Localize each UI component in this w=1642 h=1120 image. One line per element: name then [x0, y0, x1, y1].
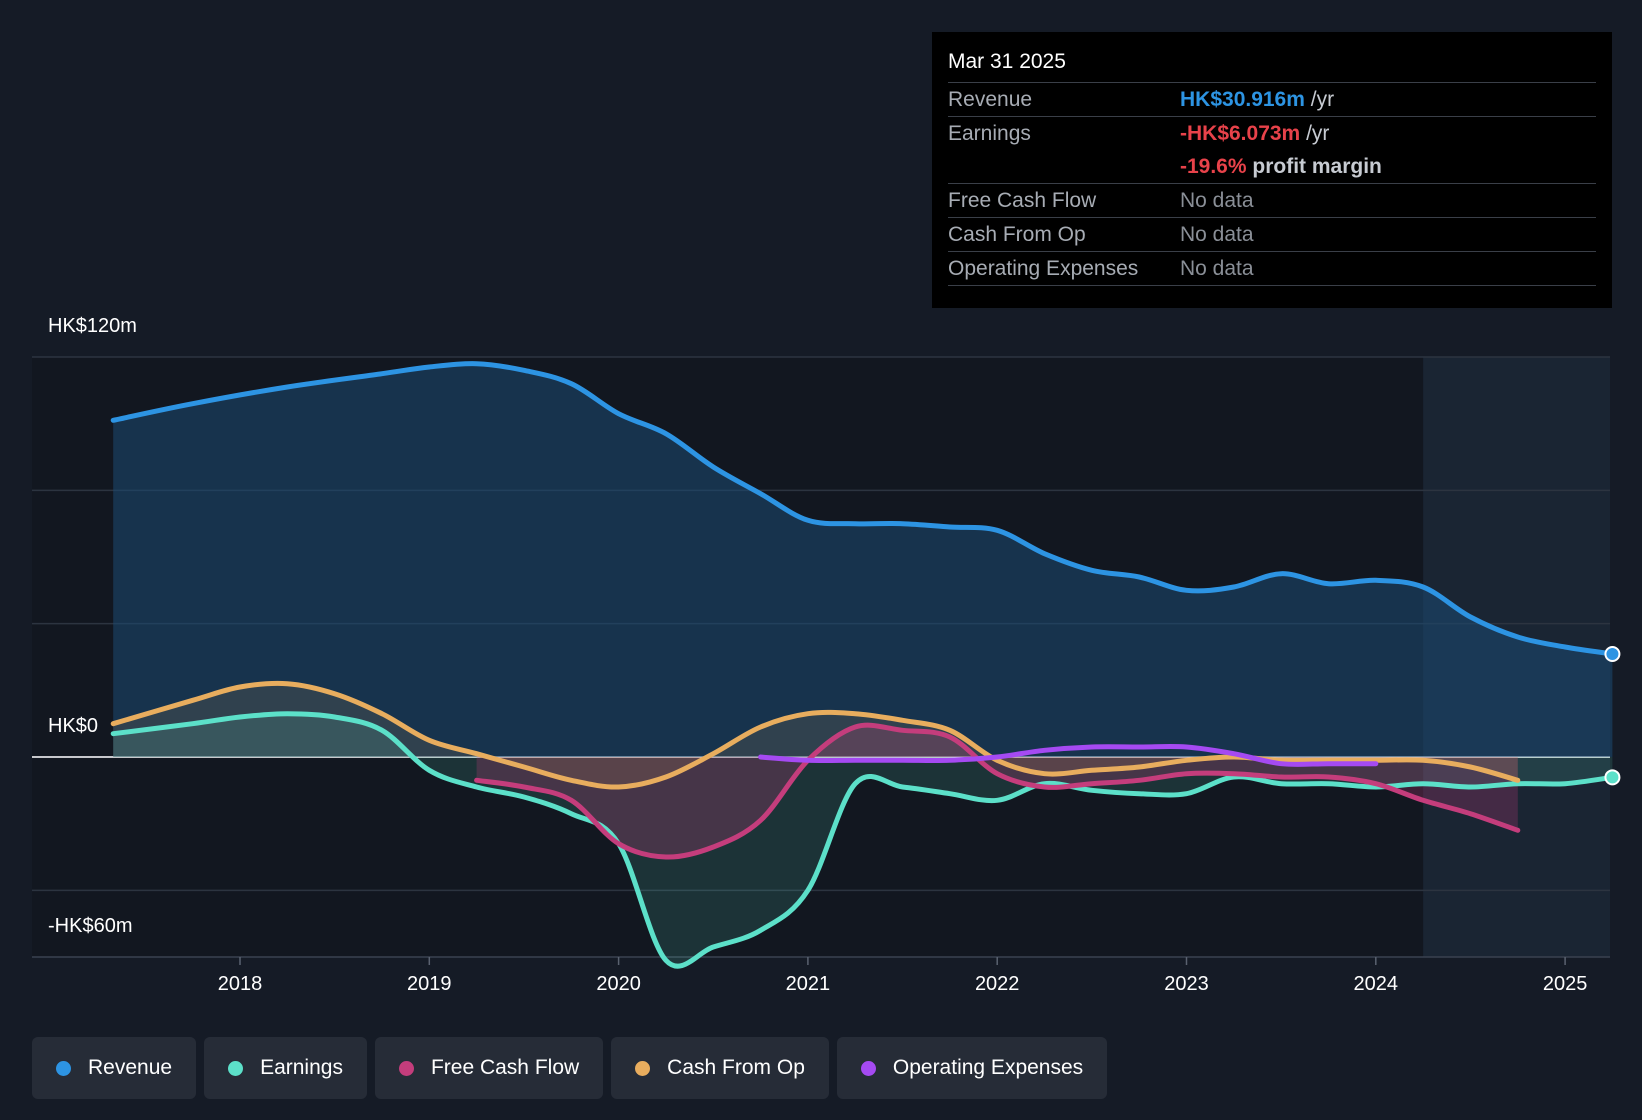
tooltip-revenue-value: HK$30.916m: [1180, 88, 1305, 111]
x-tick-label: 2022: [975, 973, 1020, 995]
y-tick-label: HK$120m: [48, 315, 137, 337]
line-free-cash-flow: [474, 722, 1521, 860]
tooltip-margin-label: profit margin: [1252, 155, 1382, 178]
tooltip-row-fcf: Free Cash Flow No data: [948, 184, 1596, 218]
tooltip-fcf-label: Free Cash Flow: [948, 189, 1097, 212]
line-cash-from-op: [110, 680, 1521, 790]
end-marker-revenue: [1604, 646, 1621, 662]
tooltip-row-margin: -19.6% profit margin: [948, 150, 1596, 184]
tooltip-row-earnings: Earnings -HK$6.073m /yr: [948, 117, 1596, 150]
tooltip-margin-wrap: -19.6% profit margin: [1180, 150, 1382, 183]
tooltip-cfo-label: Cash From Op: [948, 223, 1086, 246]
tooltip-earnings-label: Earnings: [948, 122, 1031, 145]
legend-item-free-cash-flow[interactable]: Free Cash Flow: [374, 1037, 604, 1099]
y-tick-label: -HK$60m: [48, 915, 132, 937]
legend: Revenue Earnings Free Cash Flow Cash Fro…: [32, 1037, 1108, 1099]
legend-item-operating-expenses[interactable]: Operating Expenses: [836, 1037, 1108, 1099]
area-revenue: [113, 363, 1613, 757]
tooltip-earnings-value-wrap: -HK$6.073m /yr: [1180, 117, 1329, 150]
tooltip-fcf-value: No data: [1180, 189, 1254, 212]
area-earnings: [113, 713, 1613, 967]
line-earnings: [110, 711, 1615, 969]
legend-item-revenue[interactable]: Revenue: [32, 1037, 197, 1099]
tooltip-panel: Mar 31 2025 Revenue HK$30.916m /yr Earni…: [932, 32, 1612, 308]
legend-dot-operating-expenses: [860, 1060, 876, 1076]
tooltip-revenue-label: Revenue: [948, 88, 1033, 111]
legend-item-cash-from-op[interactable]: Cash From Op: [611, 1037, 829, 1099]
tooltip-row-cfo: Cash From Op No data: [948, 218, 1596, 252]
line-revenue: [110, 361, 1615, 657]
x-tick-label: 2025: [1543, 973, 1588, 995]
tooltip-row-revenue: Revenue HK$30.916m /yr: [948, 83, 1596, 117]
x-tick-label: 2021: [786, 973, 831, 995]
legend-dot-revenue: [56, 1060, 71, 1076]
tooltip-earnings-unit: /yr: [1306, 122, 1330, 145]
legend-label-earnings: Earnings: [260, 1056, 343, 1079]
tooltip-cfo-value: No data: [1180, 223, 1254, 246]
x-tick-label: 2023: [1164, 973, 1209, 995]
legend-label-revenue: Revenue: [88, 1056, 173, 1079]
tooltip-revenue-value-wrap: HK$30.916m /yr: [1180, 83, 1334, 116]
tooltip-margin-value: -19.6%: [1180, 155, 1247, 178]
legend-label-cash-from-op: Cash From Op: [667, 1056, 805, 1079]
end-marker-earnings: [1604, 769, 1621, 786]
legend-item-earnings[interactable]: Earnings: [204, 1037, 367, 1099]
legend-label-operating-expenses: Operating Expenses: [892, 1056, 1084, 1079]
tooltip-margin-spacer: [948, 150, 1180, 183]
legend-dot-free-cash-flow: [398, 1060, 414, 1076]
x-tick-label: 2024: [1354, 973, 1399, 995]
line-operating-expenses: [758, 744, 1379, 767]
tooltip-earnings-value: -HK$6.073m: [1180, 122, 1301, 145]
tooltip-opex-value: No data: [1180, 257, 1254, 280]
tooltip-date: Mar 31 2025: [948, 46, 1596, 83]
x-tick-label: 2020: [596, 973, 641, 995]
tooltip-revenue-unit: /yr: [1310, 88, 1335, 111]
legend-dot-cash-from-op: [635, 1060, 651, 1076]
legend-label-free-cash-flow: Free Cash Flow: [430, 1056, 580, 1079]
x-tick-label: 2018: [218, 973, 263, 995]
legend-dot-earnings: [228, 1060, 244, 1076]
tooltip-row-opex: Operating Expenses No data: [948, 252, 1596, 286]
x-tick-label: 2019: [407, 973, 452, 995]
tooltip-opex-label: Operating Expenses: [948, 257, 1139, 280]
y-tick-label: HK$0: [48, 715, 98, 737]
